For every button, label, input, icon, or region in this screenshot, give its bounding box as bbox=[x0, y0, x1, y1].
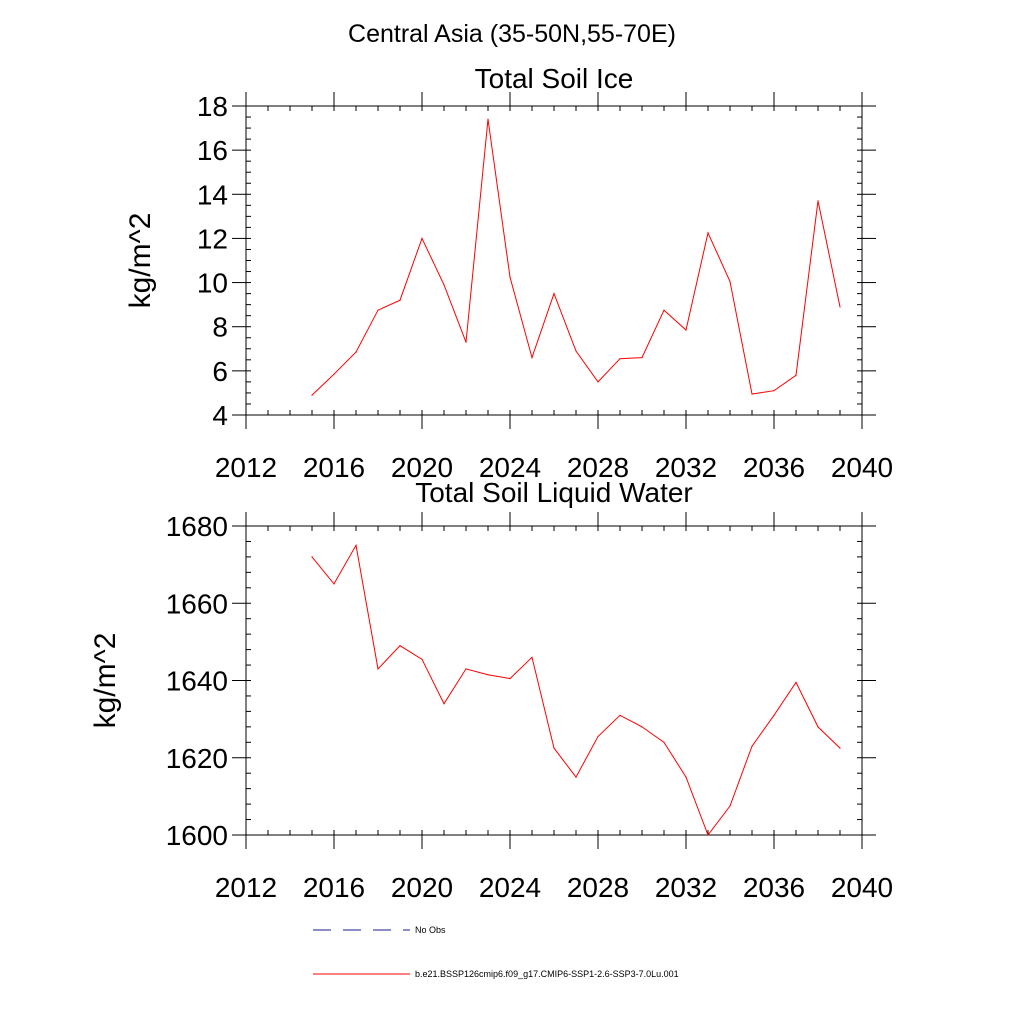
x-tick-label: 2036 bbox=[743, 872, 805, 903]
data-point bbox=[817, 726, 819, 728]
data-point bbox=[641, 726, 643, 728]
legend-label-no-obs: No Obs bbox=[415, 925, 446, 935]
data-point bbox=[399, 645, 401, 647]
y-tick-label: 14 bbox=[197, 179, 228, 210]
x-tick-label: 2028 bbox=[567, 452, 629, 483]
x-tick-label: 2040 bbox=[831, 452, 893, 483]
x-tick-label: 2024 bbox=[479, 452, 541, 483]
y-tick-label: 1660 bbox=[166, 588, 228, 619]
x-tick-label: 2020 bbox=[391, 872, 453, 903]
data-point bbox=[355, 544, 357, 546]
data-point bbox=[729, 280, 731, 283]
data-point bbox=[311, 394, 313, 396]
data-point bbox=[575, 776, 577, 778]
data-point bbox=[685, 329, 687, 331]
data-point bbox=[663, 309, 665, 311]
y-tick-label: 1640 bbox=[166, 666, 228, 697]
y-tick-label: 16 bbox=[197, 135, 228, 166]
x-tick-label: 2028 bbox=[567, 872, 629, 903]
series-line bbox=[311, 543, 841, 837]
data-point bbox=[597, 735, 599, 738]
data-point bbox=[421, 237, 423, 239]
data-point bbox=[421, 658, 423, 660]
data-point bbox=[443, 703, 445, 705]
panel-total-soil-ice: Total Soil Ice kg/m^2 4 6 8 10 12 14 16 18 2012 201… bbox=[124, 63, 893, 483]
data-point bbox=[553, 747, 555, 749]
data-point bbox=[817, 200, 819, 202]
data-point bbox=[597, 381, 599, 383]
x-tick-label: 2012 bbox=[215, 872, 277, 903]
data-point bbox=[553, 293, 555, 295]
data-point bbox=[575, 350, 577, 352]
x-tick-label: 2020 bbox=[391, 452, 453, 483]
data-point bbox=[707, 834, 709, 836]
y-tick-label: 8 bbox=[212, 312, 228, 343]
y-tick-label: 10 bbox=[197, 268, 228, 299]
data-point bbox=[333, 373, 335, 375]
plot-frame bbox=[245, 525, 863, 836]
data-point bbox=[443, 284, 445, 286]
y-tick-label: 18 bbox=[197, 91, 228, 122]
data-point bbox=[509, 678, 511, 680]
data-point bbox=[839, 747, 841, 749]
data-point bbox=[355, 351, 357, 353]
data-point bbox=[465, 341, 467, 343]
legend-label-model: b.e21.BSSP126cmip6.f09_g17.CMIP6-SSP1-2.… bbox=[415, 969, 679, 979]
x-tick-label: 2036 bbox=[743, 452, 805, 483]
y-tick-label: 12 bbox=[197, 223, 228, 254]
data-point bbox=[465, 668, 467, 670]
data-point bbox=[773, 714, 775, 716]
figure-title: Central Asia (35-50N,55-70E) bbox=[348, 20, 676, 48]
data-point bbox=[839, 306, 841, 308]
data-point bbox=[377, 668, 379, 670]
x-tick-label: 2012 bbox=[215, 452, 277, 483]
data-point bbox=[641, 357, 643, 359]
data-point bbox=[619, 714, 621, 716]
y-tick-label: 1620 bbox=[166, 743, 228, 774]
data-point bbox=[531, 656, 533, 658]
y-tick-label: 1680 bbox=[166, 511, 228, 542]
data-point bbox=[685, 776, 687, 778]
data-point bbox=[773, 390, 775, 392]
y-tick-label: 6 bbox=[212, 356, 228, 387]
y-tick-label: 1600 bbox=[166, 820, 228, 851]
data-point bbox=[663, 741, 665, 743]
y-axis-label: kg/m^2 bbox=[89, 633, 122, 729]
data-point bbox=[487, 118, 489, 120]
data-point bbox=[795, 681, 797, 684]
series-line bbox=[311, 119, 841, 396]
x-tick-label: 2016 bbox=[303, 452, 365, 483]
data-point bbox=[487, 674, 489, 676]
data-point bbox=[751, 745, 753, 747]
data-point bbox=[509, 276, 511, 278]
data-point bbox=[707, 232, 709, 234]
data-point bbox=[619, 358, 621, 360]
chart-title: Total Soil Ice bbox=[475, 63, 634, 94]
y-tick-label: 4 bbox=[212, 400, 228, 431]
data-point bbox=[729, 805, 731, 807]
plot-frame bbox=[245, 105, 863, 416]
legend: No Obs b.e21.BSSP126cmip6.f09_g17.CMIP6-… bbox=[313, 925, 679, 979]
y-axis-label: kg/m^2 bbox=[124, 213, 157, 309]
data-point bbox=[531, 357, 533, 359]
x-tick-label: 2024 bbox=[479, 872, 541, 903]
data-point bbox=[377, 309, 379, 311]
data-point bbox=[333, 583, 335, 585]
data-point bbox=[751, 393, 753, 395]
chart-title: Total Soil Liquid Water bbox=[415, 477, 693, 508]
x-tick-label: 2032 bbox=[655, 452, 717, 483]
x-tick-label: 2016 bbox=[303, 872, 365, 903]
x-tick-label: 2032 bbox=[655, 872, 717, 903]
data-point bbox=[399, 299, 401, 301]
x-tick-label: 2040 bbox=[831, 872, 893, 903]
data-point bbox=[311, 556, 313, 558]
panel-total-soil-liquid-water: Total Soil Liquid Water kg/m^2 1600 1620 164… bbox=[89, 477, 893, 903]
data-point bbox=[795, 374, 797, 376]
